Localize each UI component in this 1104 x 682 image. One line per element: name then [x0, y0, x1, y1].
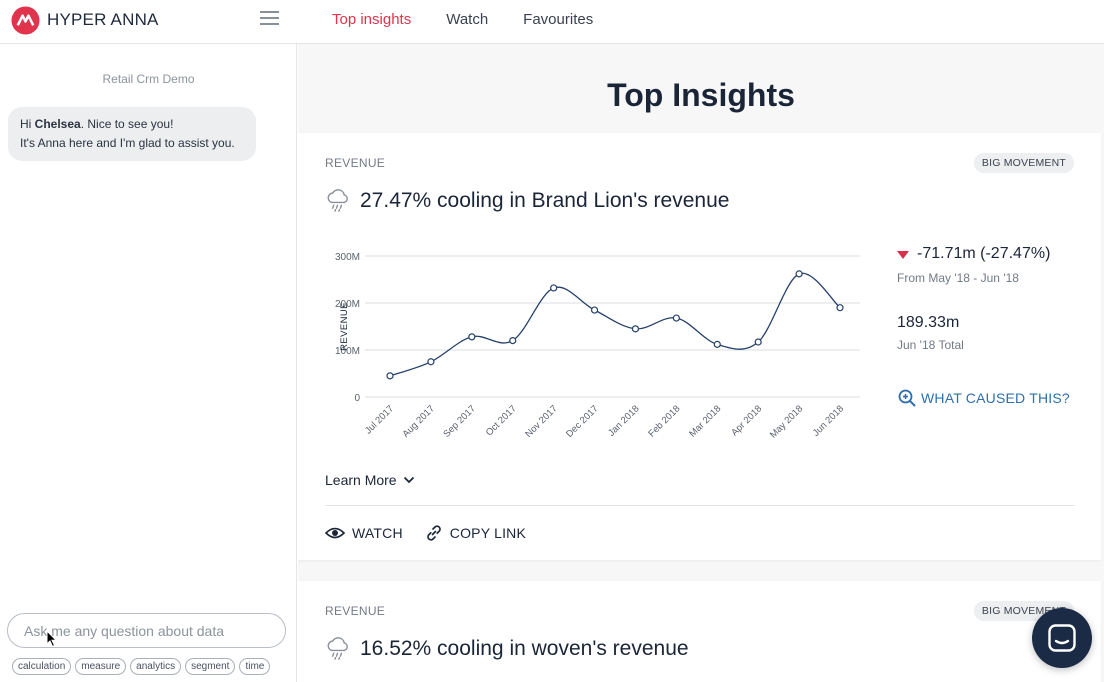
nav-top-insights[interactable]: Top insights — [332, 11, 412, 28]
y-axis-label: REVENUE — [339, 302, 350, 351]
nav-favourites[interactable]: Favourites — [523, 11, 594, 28]
delta-value: -71.71m (-27.47%) — [897, 245, 1050, 263]
page-title: Top Insights — [607, 77, 795, 113]
x-tick-label: Jul 2017 — [363, 403, 396, 436]
mouse-cursor-icon — [46, 630, 58, 648]
greeting-line-2: It's Anna here and I'm glad to assist yo… — [20, 136, 235, 150]
chip-time[interactable]: time — [239, 658, 271, 675]
what-caused-this-button[interactable]: WHAT CAUSED THIS? — [898, 389, 1070, 407]
divider — [325, 505, 1075, 506]
data-point-jul-2017 — [386, 372, 394, 380]
chip-measure[interactable]: measure — [75, 658, 127, 675]
revenue-line-chart: 0 100M 200M 300M REVENUE Jul 2017 Aug 2017 Sep … — [335, 252, 860, 441]
watch-label: WATCH — [352, 525, 403, 541]
big-movement-badge: BIG MOVEMENT — [973, 153, 1074, 173]
copy-link-button[interactable]: COPY LINK — [425, 524, 526, 542]
insight-card: REVENUE BIG MOVEMENT 16.52% cooling in w… — [298, 581, 1101, 682]
learn-more-toggle[interactable]: Learn More — [325, 472, 415, 488]
x-tick-label: Jan 2018 — [606, 403, 641, 438]
x-tick-label: Feb 2018 — [646, 403, 682, 439]
delta-text: -71.71m (-27.47%) — [917, 245, 1051, 262]
revenue-series-line — [389, 272, 841, 377]
insight-headline: 27.47% cooling in Brand Lion's revenue — [360, 189, 730, 212]
data-point-feb-2018 — [672, 314, 680, 322]
greeting-prefix: Hi — [20, 117, 35, 131]
watch-button[interactable]: WATCH — [325, 524, 403, 542]
data-point-apr-2018 — [754, 338, 762, 346]
data-point-dec-2017 — [590, 306, 599, 314]
insight-card: REVENUE BIG MOVEMENT 27.47% cooling in B… — [298, 133, 1101, 560]
what-caused-label: WHAT CAUSED THIS? — [921, 390, 1070, 406]
x-tick-label: Oct 2017 — [484, 403, 519, 438]
main-nav: Top insights Watch Favourites — [332, 0, 593, 44]
y-tick-label: 0 — [354, 393, 360, 404]
y-tick-label: 100M — [335, 346, 360, 357]
chat-sidebar: Retail Crm Demo Hi Chelsea. Nice to see … — [0, 44, 297, 682]
data-point-oct-2017 — [509, 336, 517, 345]
x-tick-label: May 2018 — [768, 403, 805, 440]
data-point-jun-2018 — [836, 304, 844, 312]
y-tick-label: 300M — [335, 252, 360, 263]
x-tick-label: Dec 2017 — [564, 403, 601, 440]
suggestion-chips: calculation measure analytics segment ti… — [12, 658, 271, 675]
hyper-anna-logo — [11, 6, 40, 35]
insight-headline: 16.52% cooling in woven's revenue — [360, 637, 689, 660]
chip-calculation[interactable]: calculation — [12, 658, 72, 675]
insight-category: REVENUE — [325, 604, 386, 618]
data-point-may-2018 — [795, 270, 803, 278]
x-tick-label: Aug 2017 — [400, 403, 437, 440]
delta-period: From May '18 - Jun '18 — [897, 271, 1019, 285]
dataset-name: Retail Crm Demo — [102, 72, 195, 86]
top-bar: HYPER ANNA Top insights Watch Favourites — [0, 0, 1104, 44]
greeting-suffix: . Nice to see you! — [80, 117, 174, 131]
total-value: 189.33m — [897, 314, 960, 331]
copy-link-label: COPY LINK — [449, 525, 527, 541]
learn-more-label: Learn More — [325, 472, 397, 488]
insights-panel: Top Insights REVENUE BIG MOVEMENT 27.47%… — [298, 44, 1104, 682]
link-icon — [426, 525, 441, 541]
chat-icon — [1048, 624, 1076, 652]
menu-icon[interactable] — [260, 11, 279, 25]
x-tick-label: Jun 2018 — [811, 403, 846, 438]
rain-cloud-icon — [327, 637, 348, 660]
data-point-aug-2017 — [427, 358, 435, 366]
x-tick-label: Sep 2017 — [441, 403, 478, 440]
data-point-mar-2018 — [713, 340, 721, 348]
rain-cloud-icon — [327, 189, 348, 212]
x-tick-label: Nov 2017 — [523, 403, 560, 440]
brand-name: HYPER ANNA — [47, 10, 159, 29]
chat-launcher-button[interactable] — [1032, 608, 1092, 668]
down-triangle-icon — [897, 250, 909, 259]
x-tick-label: Apr 2018 — [729, 403, 764, 438]
insight-category: REVENUE — [325, 156, 386, 170]
zoom-in-icon — [898, 389, 916, 407]
nav-watch[interactable]: Watch — [446, 11, 489, 28]
chat-message: Hi Chelsea. Nice to see you! It's Anna h… — [8, 107, 256, 161]
ask-question-input[interactable] — [7, 613, 286, 648]
total-label: Jun '18 Total — [897, 338, 964, 352]
data-point-nov-2017 — [550, 284, 558, 292]
y-tick-label: 200M — [335, 299, 360, 310]
card-actions: WATCH COPY LINK — [325, 524, 526, 542]
chevron-down-icon — [403, 476, 414, 484]
data-point-sep-2017 — [468, 333, 476, 341]
eye-icon — [325, 527, 345, 539]
chip-analytics[interactable]: analytics — [130, 658, 182, 675]
x-tick-label: Mar 2018 — [687, 403, 723, 439]
chip-segment[interactable]: segment — [185, 658, 236, 675]
data-point-jan-2018 — [631, 325, 640, 333]
user-name: Chelsea — [34, 117, 81, 131]
